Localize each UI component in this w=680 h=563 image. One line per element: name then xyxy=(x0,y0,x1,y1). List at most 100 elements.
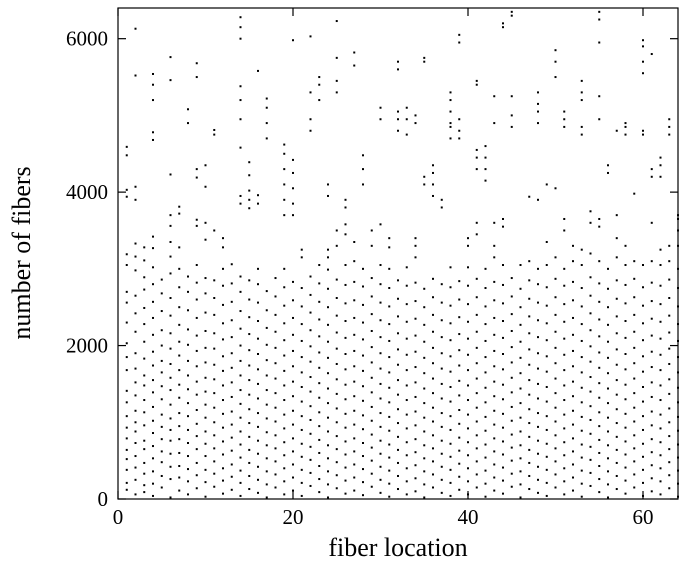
data-point xyxy=(397,348,399,351)
data-point xyxy=(405,427,408,430)
data-point xyxy=(222,322,224,325)
data-point xyxy=(292,299,294,302)
data-point xyxy=(423,444,426,447)
data-point xyxy=(204,442,207,445)
data-point xyxy=(257,202,259,205)
data-point xyxy=(423,60,426,63)
y-tick-label: 0 xyxy=(98,487,109,511)
data-point xyxy=(125,321,128,324)
data-point xyxy=(615,237,618,240)
data-point xyxy=(659,248,662,251)
data-point xyxy=(510,446,513,449)
data-point xyxy=(160,438,163,441)
data-point xyxy=(484,156,487,159)
data-point xyxy=(152,405,154,408)
data-point xyxy=(580,133,583,136)
data-point xyxy=(125,154,128,157)
data-point xyxy=(388,415,391,418)
data-point xyxy=(318,425,321,428)
data-point xyxy=(169,332,172,335)
data-point xyxy=(344,198,347,201)
data-point xyxy=(187,480,189,483)
data-point xyxy=(178,246,181,249)
data-point xyxy=(169,224,172,227)
data-point xyxy=(423,372,426,375)
data-point xyxy=(160,359,163,362)
data-point xyxy=(554,434,557,437)
data-point xyxy=(257,320,259,323)
data-point xyxy=(248,448,251,451)
data-point xyxy=(370,472,373,475)
data-point xyxy=(152,333,154,336)
data-point xyxy=(440,367,443,370)
data-point xyxy=(160,385,163,388)
data-point xyxy=(239,310,242,313)
data-point xyxy=(467,369,469,372)
data-point xyxy=(362,494,364,497)
data-point xyxy=(493,221,496,224)
data-point xyxy=(563,125,566,128)
data-point xyxy=(572,489,574,492)
data-point xyxy=(327,323,329,326)
data-point xyxy=(300,494,303,497)
data-point xyxy=(572,437,574,440)
data-point xyxy=(668,421,671,424)
data-point xyxy=(458,436,461,439)
data-point xyxy=(677,469,679,472)
data-point xyxy=(502,217,504,220)
data-point xyxy=(213,279,216,282)
data-point xyxy=(545,264,548,267)
data-point xyxy=(484,469,487,472)
data-point xyxy=(204,164,207,167)
data-point xyxy=(650,438,653,441)
data-point xyxy=(528,195,531,198)
data-point xyxy=(650,490,653,493)
data-point xyxy=(659,441,662,444)
data-point xyxy=(493,409,496,412)
data-point xyxy=(309,329,312,332)
data-point xyxy=(239,194,242,197)
data-point xyxy=(642,60,644,63)
data-point xyxy=(624,133,627,136)
data-point xyxy=(204,468,207,471)
data-point xyxy=(545,339,548,342)
data-point xyxy=(213,313,216,316)
data-point xyxy=(397,110,399,113)
data-point xyxy=(327,268,329,271)
data-point xyxy=(222,479,224,482)
data-point xyxy=(195,393,198,396)
data-point xyxy=(353,260,356,263)
data-point xyxy=(204,221,207,224)
data-point xyxy=(467,399,469,402)
data-point xyxy=(195,218,198,221)
data-point xyxy=(449,494,452,497)
data-point xyxy=(283,168,286,171)
data-point xyxy=(248,198,251,201)
data-point xyxy=(160,461,163,464)
data-point xyxy=(502,368,504,371)
data-point xyxy=(519,457,522,460)
data-point xyxy=(160,329,163,332)
data-point xyxy=(563,399,566,402)
data-point xyxy=(432,164,434,167)
data-point xyxy=(222,369,224,372)
data-point xyxy=(195,76,198,79)
data-point xyxy=(353,423,356,426)
data-point xyxy=(379,412,382,415)
data-point xyxy=(178,451,181,454)
data-point xyxy=(187,442,189,444)
data-point xyxy=(563,384,566,387)
data-point xyxy=(327,387,329,390)
data-point xyxy=(449,91,452,94)
data-point xyxy=(283,413,286,416)
data-point xyxy=(615,488,618,491)
data-point xyxy=(484,482,487,485)
data-point xyxy=(563,480,566,483)
data-point xyxy=(213,406,216,409)
data-point xyxy=(528,474,531,477)
data-point xyxy=(537,412,539,415)
data-point xyxy=(335,461,338,464)
y-tick-label: 2000 xyxy=(66,334,108,358)
data-point xyxy=(388,495,391,498)
data-point xyxy=(309,118,312,121)
